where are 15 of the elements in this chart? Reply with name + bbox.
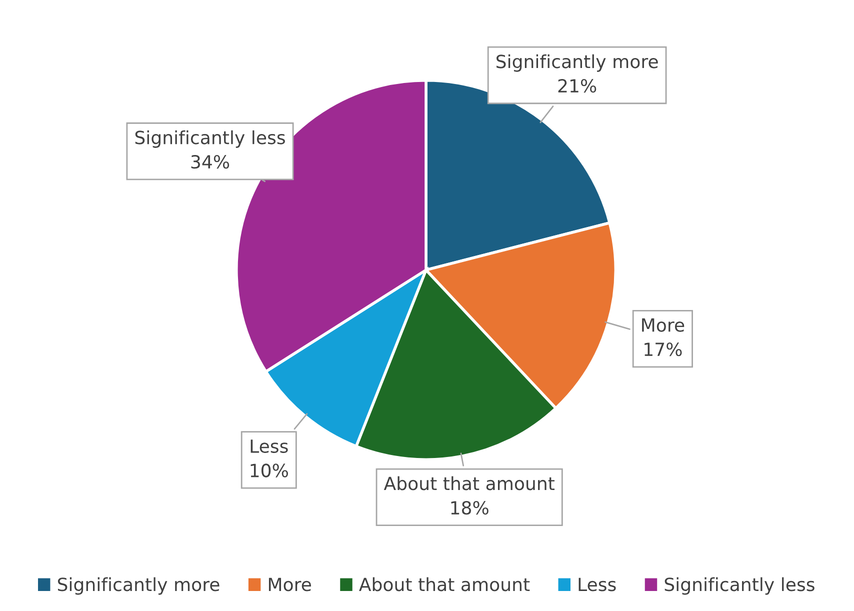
legend-label: Significantly less xyxy=(664,577,814,595)
legend-label: About that amount xyxy=(359,577,530,592)
data-label: 17% xyxy=(644,342,682,356)
slice-label: Significantly less xyxy=(135,130,285,148)
slice-label: More xyxy=(642,318,684,332)
legend-label: More xyxy=(268,578,311,592)
slice-label: About that amount xyxy=(384,476,555,490)
data-label: 18% xyxy=(451,500,488,515)
data-label: 21% xyxy=(558,78,596,93)
data-label: 10% xyxy=(250,464,288,478)
legend-label: Less xyxy=(578,578,616,592)
slice-label: Significantly more xyxy=(496,54,658,72)
legend-label: Significantly more xyxy=(58,577,220,595)
slice-label: Less xyxy=(250,440,288,453)
data-label: 34% xyxy=(191,155,230,169)
